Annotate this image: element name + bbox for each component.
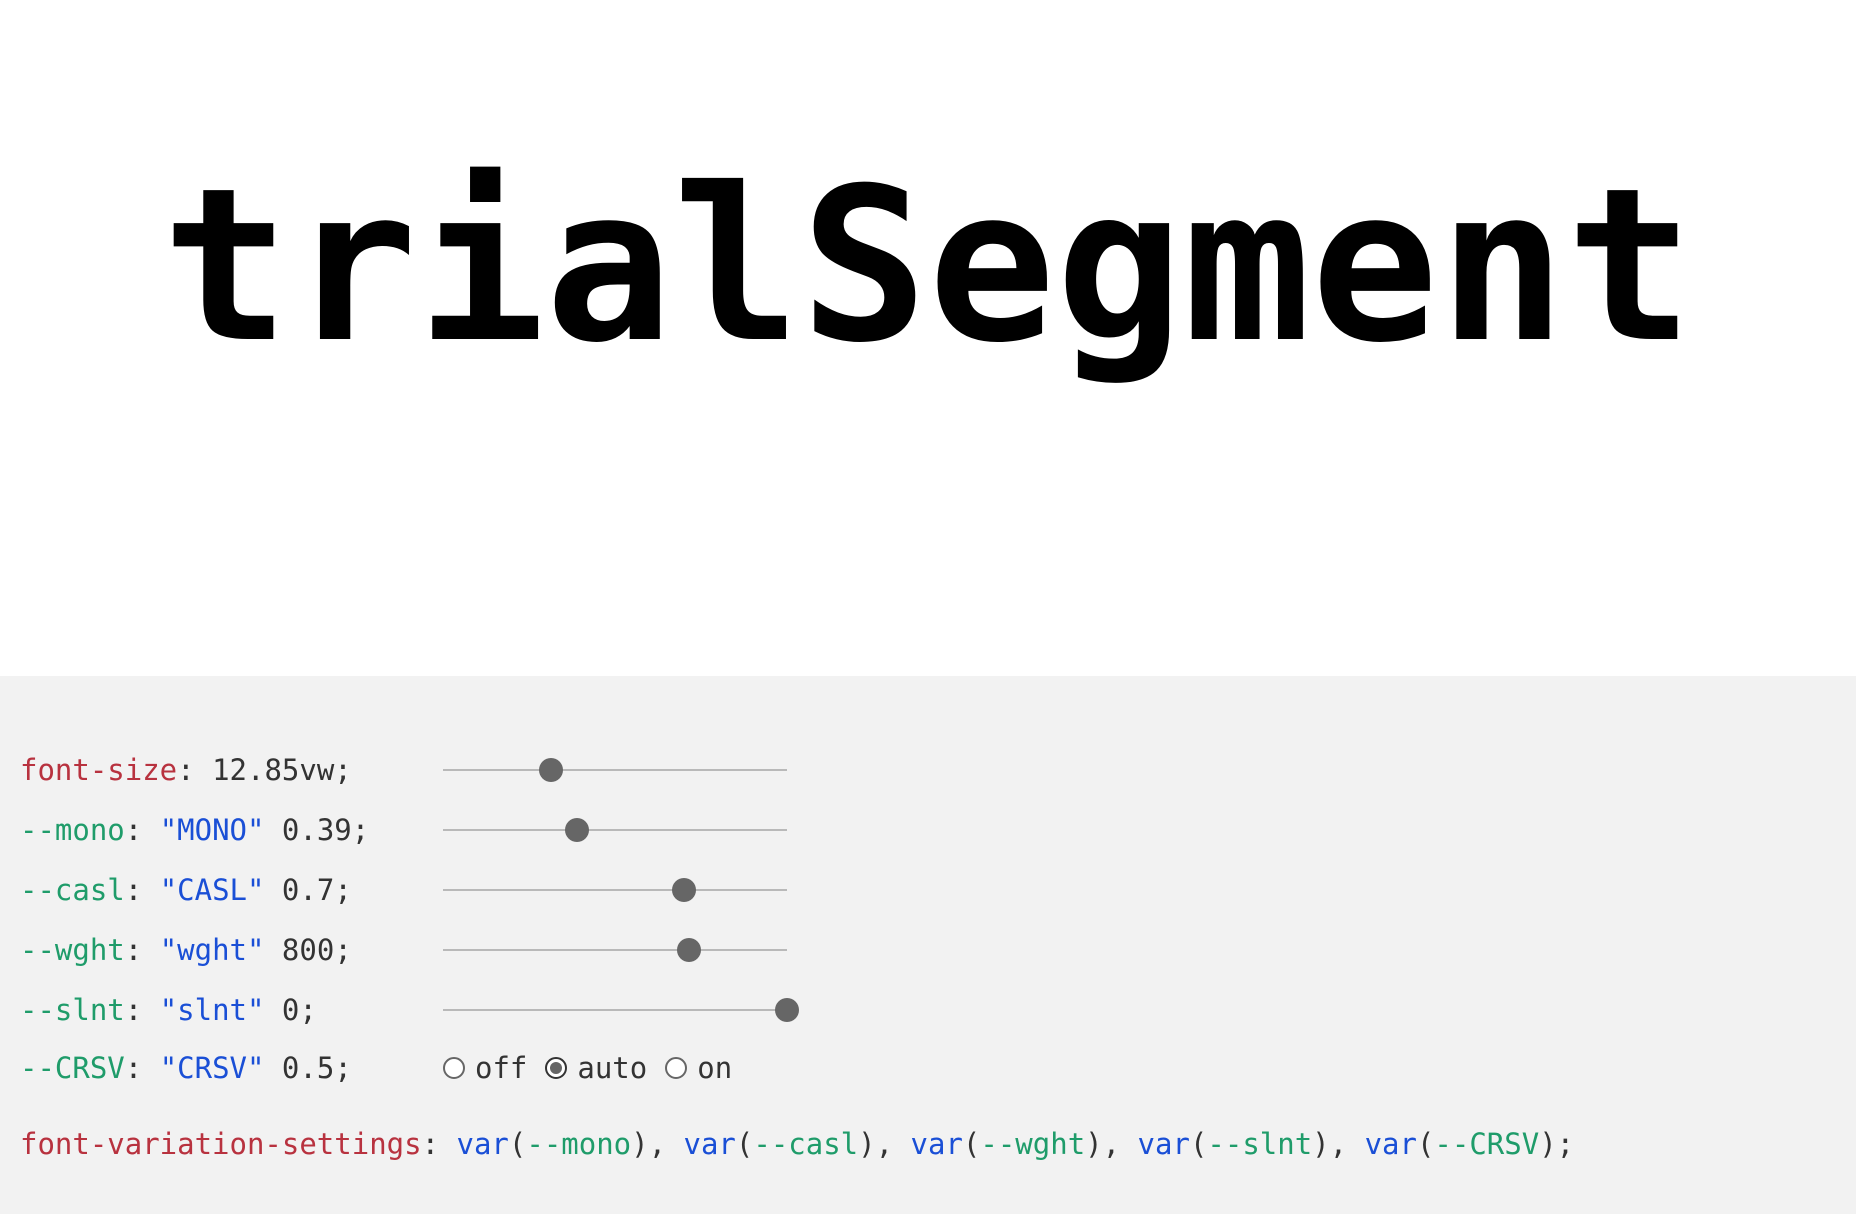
axis-value: 0.39 [281, 813, 352, 847]
variable-name: --slnt [20, 993, 125, 1027]
semicolon: ; [334, 753, 352, 787]
crsv-radio-off[interactable] [443, 1057, 465, 1079]
fvs-fn: var [683, 1127, 736, 1161]
radio-label-on[interactable]: on [697, 1051, 733, 1085]
preview-area: trialSegment [162, 142, 1694, 389]
space [264, 993, 281, 1027]
colon: : [124, 933, 160, 967]
property-value: 12.85vw [212, 753, 335, 787]
control-row-slnt: --slnt: "slnt" 0; [20, 990, 317, 1030]
space [264, 873, 281, 907]
control-row-mono: --mono: "MONO" 0.39; [20, 810, 369, 850]
semicolon: ; [351, 813, 370, 847]
slider-thumb[interactable] [538, 758, 563, 782]
variable-name: --mono [20, 813, 125, 847]
slnt-slider[interactable] [443, 995, 799, 1025]
terminator: ); [1539, 1127, 1575, 1161]
control-row-wght: --wght: "wght" 800; [20, 930, 352, 970]
font-size-slider[interactable] [443, 755, 787, 785]
slider-track [443, 949, 787, 951]
axis-tag: "CASL" [159, 873, 265, 907]
colon: : [177, 753, 213, 787]
separator: ), [631, 1127, 684, 1161]
colon: : [124, 1051, 160, 1085]
axis-tag: "CRSV" [159, 1051, 265, 1085]
preview-text: trialSegment [162, 142, 1694, 389]
radio-label-off[interactable]: off [475, 1051, 528, 1085]
axis-value: 0.5 [281, 1051, 335, 1085]
fvs-property: font-variation-settings [20, 1127, 422, 1161]
fvs-arg-mono: --mono [526, 1127, 632, 1161]
fvs-arg-casl: --casl [753, 1127, 859, 1161]
paren-open: ( [1189, 1127, 1208, 1161]
fvs-arg-slnt: --slnt [1207, 1127, 1313, 1161]
colon: : [124, 993, 160, 1027]
fvs-fn: var [910, 1127, 963, 1161]
control-row-casl: --casl: "CASL" 0.7; [20, 870, 352, 910]
slider-track [443, 769, 787, 771]
slider-thumb[interactable] [676, 938, 701, 962]
property-name: font-size [20, 753, 178, 787]
variable-name: --CRSV [20, 1051, 125, 1085]
paren-open: ( [735, 1127, 754, 1161]
fvs-fn: var [1137, 1127, 1190, 1161]
separator: ), [858, 1127, 911, 1161]
variable-name: --wght [20, 933, 125, 967]
paren-open: ( [508, 1127, 527, 1161]
font-variation-settings-line: font-variation-settings: var(--mono), va… [20, 1124, 1574, 1164]
slider-track [443, 1009, 787, 1011]
crsv-radio-auto[interactable] [545, 1057, 568, 1079]
control-row-font-size: font-size: 12.85vw; [20, 750, 352, 790]
axis-tag: "MONO" [159, 813, 265, 847]
space [264, 813, 281, 847]
slider-thumb[interactable] [565, 818, 590, 842]
fvs-arg-crsv: --CRSV [1434, 1127, 1540, 1161]
slider-thumb[interactable] [671, 878, 696, 902]
axis-tag: "slnt" [159, 993, 265, 1027]
casl-slider[interactable] [443, 875, 787, 905]
fvs-fn: var [456, 1127, 509, 1161]
crsv-radio-on[interactable] [665, 1057, 688, 1079]
separator: ), [1312, 1127, 1365, 1161]
axis-tag: "wght" [159, 933, 265, 967]
wght-slider[interactable] [443, 935, 787, 965]
radio-label-auto[interactable]: auto [577, 1051, 648, 1085]
space [264, 933, 281, 967]
paren-open: ( [962, 1127, 981, 1161]
control-row-crsv: --CRSV: "CRSV" 0.5; [20, 1048, 352, 1088]
controls-panel [0, 676, 1856, 1214]
fvs-arg-wght: --wght [980, 1127, 1086, 1161]
paren-open: ( [1416, 1127, 1435, 1161]
variable-name: --casl [20, 873, 125, 907]
fvs-fn: var [1364, 1127, 1417, 1161]
semicolon: ; [334, 933, 352, 967]
separator: ), [1085, 1127, 1138, 1161]
semicolon: ; [299, 993, 317, 1027]
colon: : [421, 1127, 457, 1161]
slider-track [443, 889, 787, 891]
colon: : [124, 873, 160, 907]
semicolon: ; [334, 1051, 352, 1085]
axis-value: 0.7 [281, 873, 335, 907]
space [264, 1051, 281, 1085]
mono-slider[interactable] [443, 815, 787, 845]
axis-value: 800 [281, 933, 335, 967]
crsv-radio-group: off auto on [443, 1048, 750, 1088]
slider-track [443, 829, 787, 831]
semicolon: ; [334, 873, 352, 907]
axis-value: 0 [281, 993, 300, 1027]
slider-thumb[interactable] [775, 998, 799, 1022]
colon: : [124, 813, 160, 847]
